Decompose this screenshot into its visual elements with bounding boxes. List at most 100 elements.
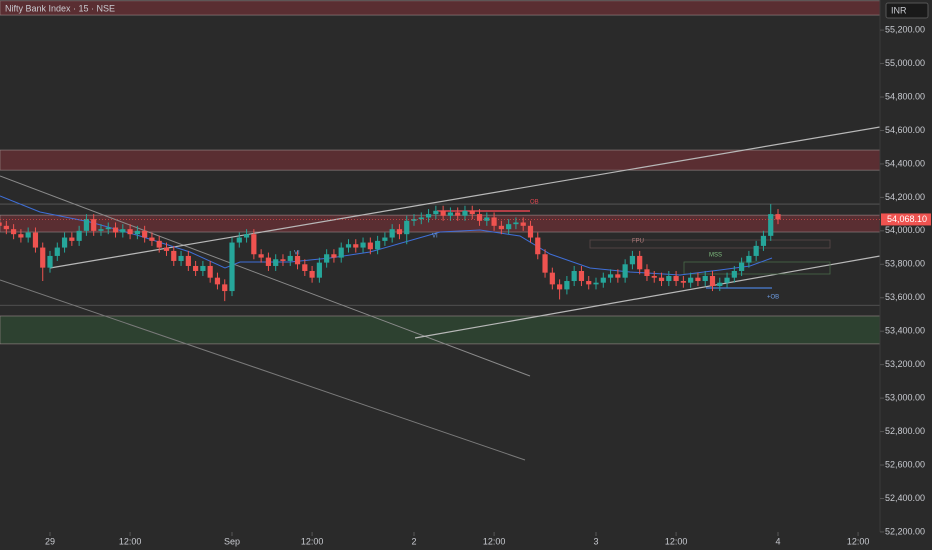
candle-body xyxy=(724,277,730,283)
candle-body xyxy=(542,254,548,273)
candle-body xyxy=(513,222,519,225)
candle-body xyxy=(120,229,126,233)
candle-body xyxy=(105,227,111,230)
candle-body xyxy=(18,234,24,238)
candle-body xyxy=(418,217,424,220)
candle-body xyxy=(622,264,628,278)
candle-body xyxy=(367,242,373,250)
chart-title: Nifty Bank Index · 15 · NSE xyxy=(5,3,115,13)
candle-body xyxy=(447,212,454,216)
candle-body xyxy=(127,229,133,235)
candle-body xyxy=(134,230,140,235)
candle-body xyxy=(200,265,206,271)
y-tick-label: 53,200.00 xyxy=(885,359,925,369)
x-tick-label: 12:00 xyxy=(847,536,870,546)
candle-body xyxy=(571,270,577,282)
currency-box xyxy=(885,2,929,19)
candle-body xyxy=(185,255,191,266)
candle-body xyxy=(775,214,781,220)
y-tick-label: 55,200.00 xyxy=(885,24,925,34)
trend-line xyxy=(0,279,526,461)
candle-body xyxy=(615,274,621,278)
candle-body xyxy=(527,225,534,238)
candle-body xyxy=(469,210,475,215)
x-tick-label: 29 xyxy=(45,536,55,546)
candle-body xyxy=(484,217,490,221)
candle-body xyxy=(83,219,90,231)
candle-body xyxy=(753,245,759,256)
y-tick-label: 52,400.00 xyxy=(885,493,925,503)
trend-line xyxy=(414,255,881,339)
candle-body xyxy=(236,237,242,243)
candle-body xyxy=(273,259,279,266)
candle-body xyxy=(433,210,439,215)
y-tick-label: 54,200.00 xyxy=(885,192,925,202)
candle-body xyxy=(112,227,119,233)
candle-body xyxy=(69,237,75,241)
zone xyxy=(0,315,881,345)
candle-body xyxy=(557,284,563,290)
candle-body xyxy=(243,234,250,238)
candle-body xyxy=(476,214,483,221)
candle-body xyxy=(91,219,97,231)
candle-body xyxy=(455,212,461,216)
candle-body xyxy=(396,229,403,235)
candle-body xyxy=(506,224,512,230)
candle-body xyxy=(40,247,46,268)
y-tick-label: 53,600.00 xyxy=(885,292,925,302)
annotations: OB VI VI FPU MSS +OB xyxy=(294,200,779,301)
candle-body xyxy=(629,255,636,265)
y-tick-label: 55,000.00 xyxy=(885,58,925,68)
candle-body xyxy=(258,254,264,258)
candle-body xyxy=(709,276,716,287)
candle-body xyxy=(404,220,410,235)
y-tick-label: 52,200.00 xyxy=(885,526,925,536)
candle-body xyxy=(32,232,39,248)
candle-body xyxy=(3,225,9,230)
candle-body xyxy=(673,276,679,282)
candle-body xyxy=(760,235,767,246)
candle-body xyxy=(251,234,257,255)
y-tick-label: 52,600.00 xyxy=(885,459,925,469)
candle-body xyxy=(425,214,432,218)
x-tick-label: 4 xyxy=(776,536,781,546)
candle-body xyxy=(265,257,272,266)
candle-body xyxy=(644,269,650,277)
candle-body xyxy=(586,281,592,285)
candle-body xyxy=(287,255,293,261)
last-price-label: 54,068.10 xyxy=(887,214,927,224)
y-tick-label: 52,800.00 xyxy=(885,426,925,436)
candle-body xyxy=(345,244,352,248)
y-tick-label: 54,000.00 xyxy=(885,225,925,235)
candle-body xyxy=(680,281,686,283)
fvg-box xyxy=(683,261,831,275)
candle-body xyxy=(171,250,177,261)
y-tick-label: 54,400.00 xyxy=(885,158,925,168)
candle-body xyxy=(331,254,337,258)
candle-body xyxy=(0,222,2,226)
candle-body xyxy=(564,281,570,290)
annotation: FPU xyxy=(632,239,644,245)
candle-body xyxy=(411,219,417,221)
candle-body xyxy=(61,237,68,248)
candle-body xyxy=(98,229,104,231)
y-tick-label: 53,800.00 xyxy=(885,259,925,269)
candle-body xyxy=(302,264,308,271)
x-tick-label: 2 xyxy=(412,536,417,546)
candle-body xyxy=(47,255,53,268)
candle-body xyxy=(309,270,315,278)
candle-body xyxy=(353,244,359,248)
candle-body xyxy=(658,277,665,282)
axes: 55,200.00 55,000.00 54,800.00 54,600.00 54,4… xyxy=(0,24,931,546)
candle-body xyxy=(149,237,155,241)
last-price-box xyxy=(881,213,931,226)
candle-body xyxy=(520,222,526,226)
trend-line xyxy=(0,175,531,377)
candle-body xyxy=(731,270,737,278)
fvg-box xyxy=(589,239,831,249)
annotation: OB xyxy=(530,200,539,206)
x-tick-label: 3 xyxy=(594,536,599,546)
y-tick-label: 54,800.00 xyxy=(885,91,925,101)
